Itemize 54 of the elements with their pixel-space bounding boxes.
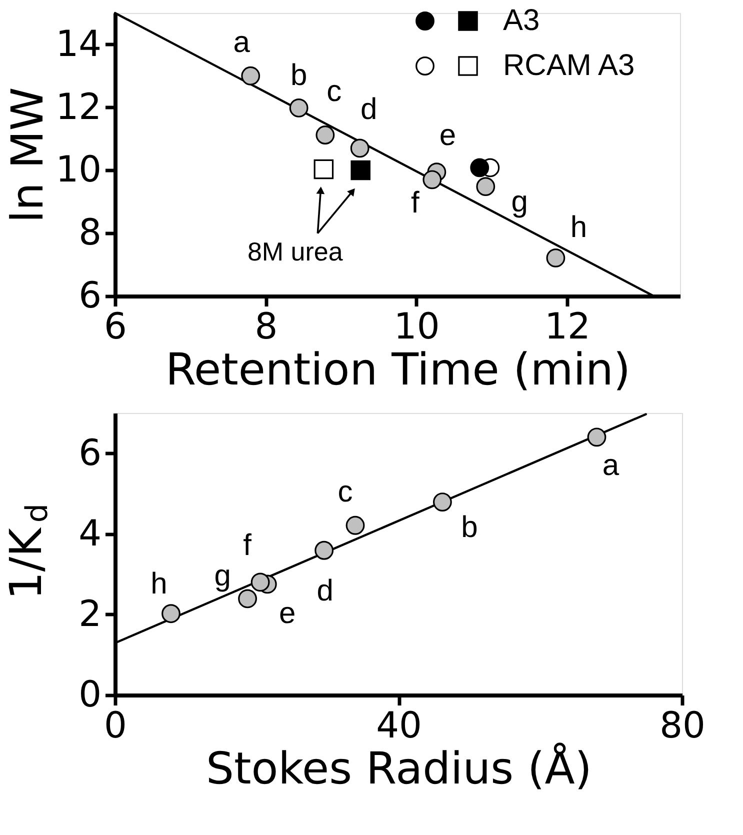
x-tick-label: 12 bbox=[544, 306, 590, 348]
annotation: d bbox=[360, 93, 378, 126]
annotation: b bbox=[461, 511, 478, 544]
y-tick-label: 2 bbox=[78, 594, 102, 635]
x-tick-label: 80 bbox=[660, 706, 706, 746]
point bbox=[162, 604, 180, 624]
annotation: f bbox=[243, 529, 252, 562]
point bbox=[350, 160, 370, 180]
y-tick-label: 6 bbox=[78, 432, 102, 474]
point bbox=[476, 177, 496, 196]
point bbox=[350, 138, 370, 158]
x-tick-label: 8 bbox=[254, 306, 278, 348]
y-tick-label: 4 bbox=[78, 513, 102, 554]
point bbox=[346, 516, 365, 535]
point bbox=[470, 158, 490, 178]
y-axis-title: 1/Kd bbox=[1, 504, 55, 600]
point bbox=[241, 66, 260, 86]
y-tick-label: 6 bbox=[78, 276, 102, 316]
point bbox=[587, 428, 606, 447]
y-tick-label: 8 bbox=[78, 212, 102, 254]
annotation: h bbox=[150, 568, 168, 601]
y-tick-label: 10 bbox=[56, 150, 102, 191]
annotation: f bbox=[410, 186, 420, 220]
x-axis-title: Retention Time (min) bbox=[165, 344, 631, 396]
point bbox=[316, 126, 335, 144]
y-tick-label: 0 bbox=[78, 674, 102, 716]
x-tick-label: 6 bbox=[104, 306, 127, 348]
legend-label: RCAM A3 bbox=[503, 49, 635, 82]
annotation: e bbox=[439, 119, 456, 152]
annotation: c bbox=[326, 75, 342, 108]
point bbox=[546, 248, 566, 268]
x-tick-label: 0 bbox=[104, 706, 127, 746]
point bbox=[250, 572, 270, 592]
annotation: g bbox=[214, 560, 231, 593]
y-tick-label: 12 bbox=[56, 86, 102, 128]
point bbox=[432, 492, 452, 512]
annotation: b bbox=[290, 58, 308, 92]
point bbox=[422, 170, 442, 190]
point bbox=[314, 159, 334, 180]
annotation: c bbox=[338, 475, 353, 508]
annotation: e bbox=[279, 597, 296, 630]
point bbox=[314, 540, 334, 560]
point bbox=[289, 98, 308, 118]
annotation: a bbox=[233, 26, 250, 59]
legend-label: A3 bbox=[503, 4, 540, 37]
annotation: a bbox=[602, 449, 620, 482]
annotation: g bbox=[511, 186, 528, 219]
annotation: d bbox=[316, 574, 334, 608]
x-tick-label: 10 bbox=[394, 306, 440, 348]
annotation: h bbox=[570, 210, 588, 244]
y-axis-title: ln MW bbox=[2, 87, 54, 223]
y-tick-label: 14 bbox=[56, 24, 102, 65]
annotation: 8M urea bbox=[247, 236, 344, 266]
point bbox=[238, 589, 257, 608]
